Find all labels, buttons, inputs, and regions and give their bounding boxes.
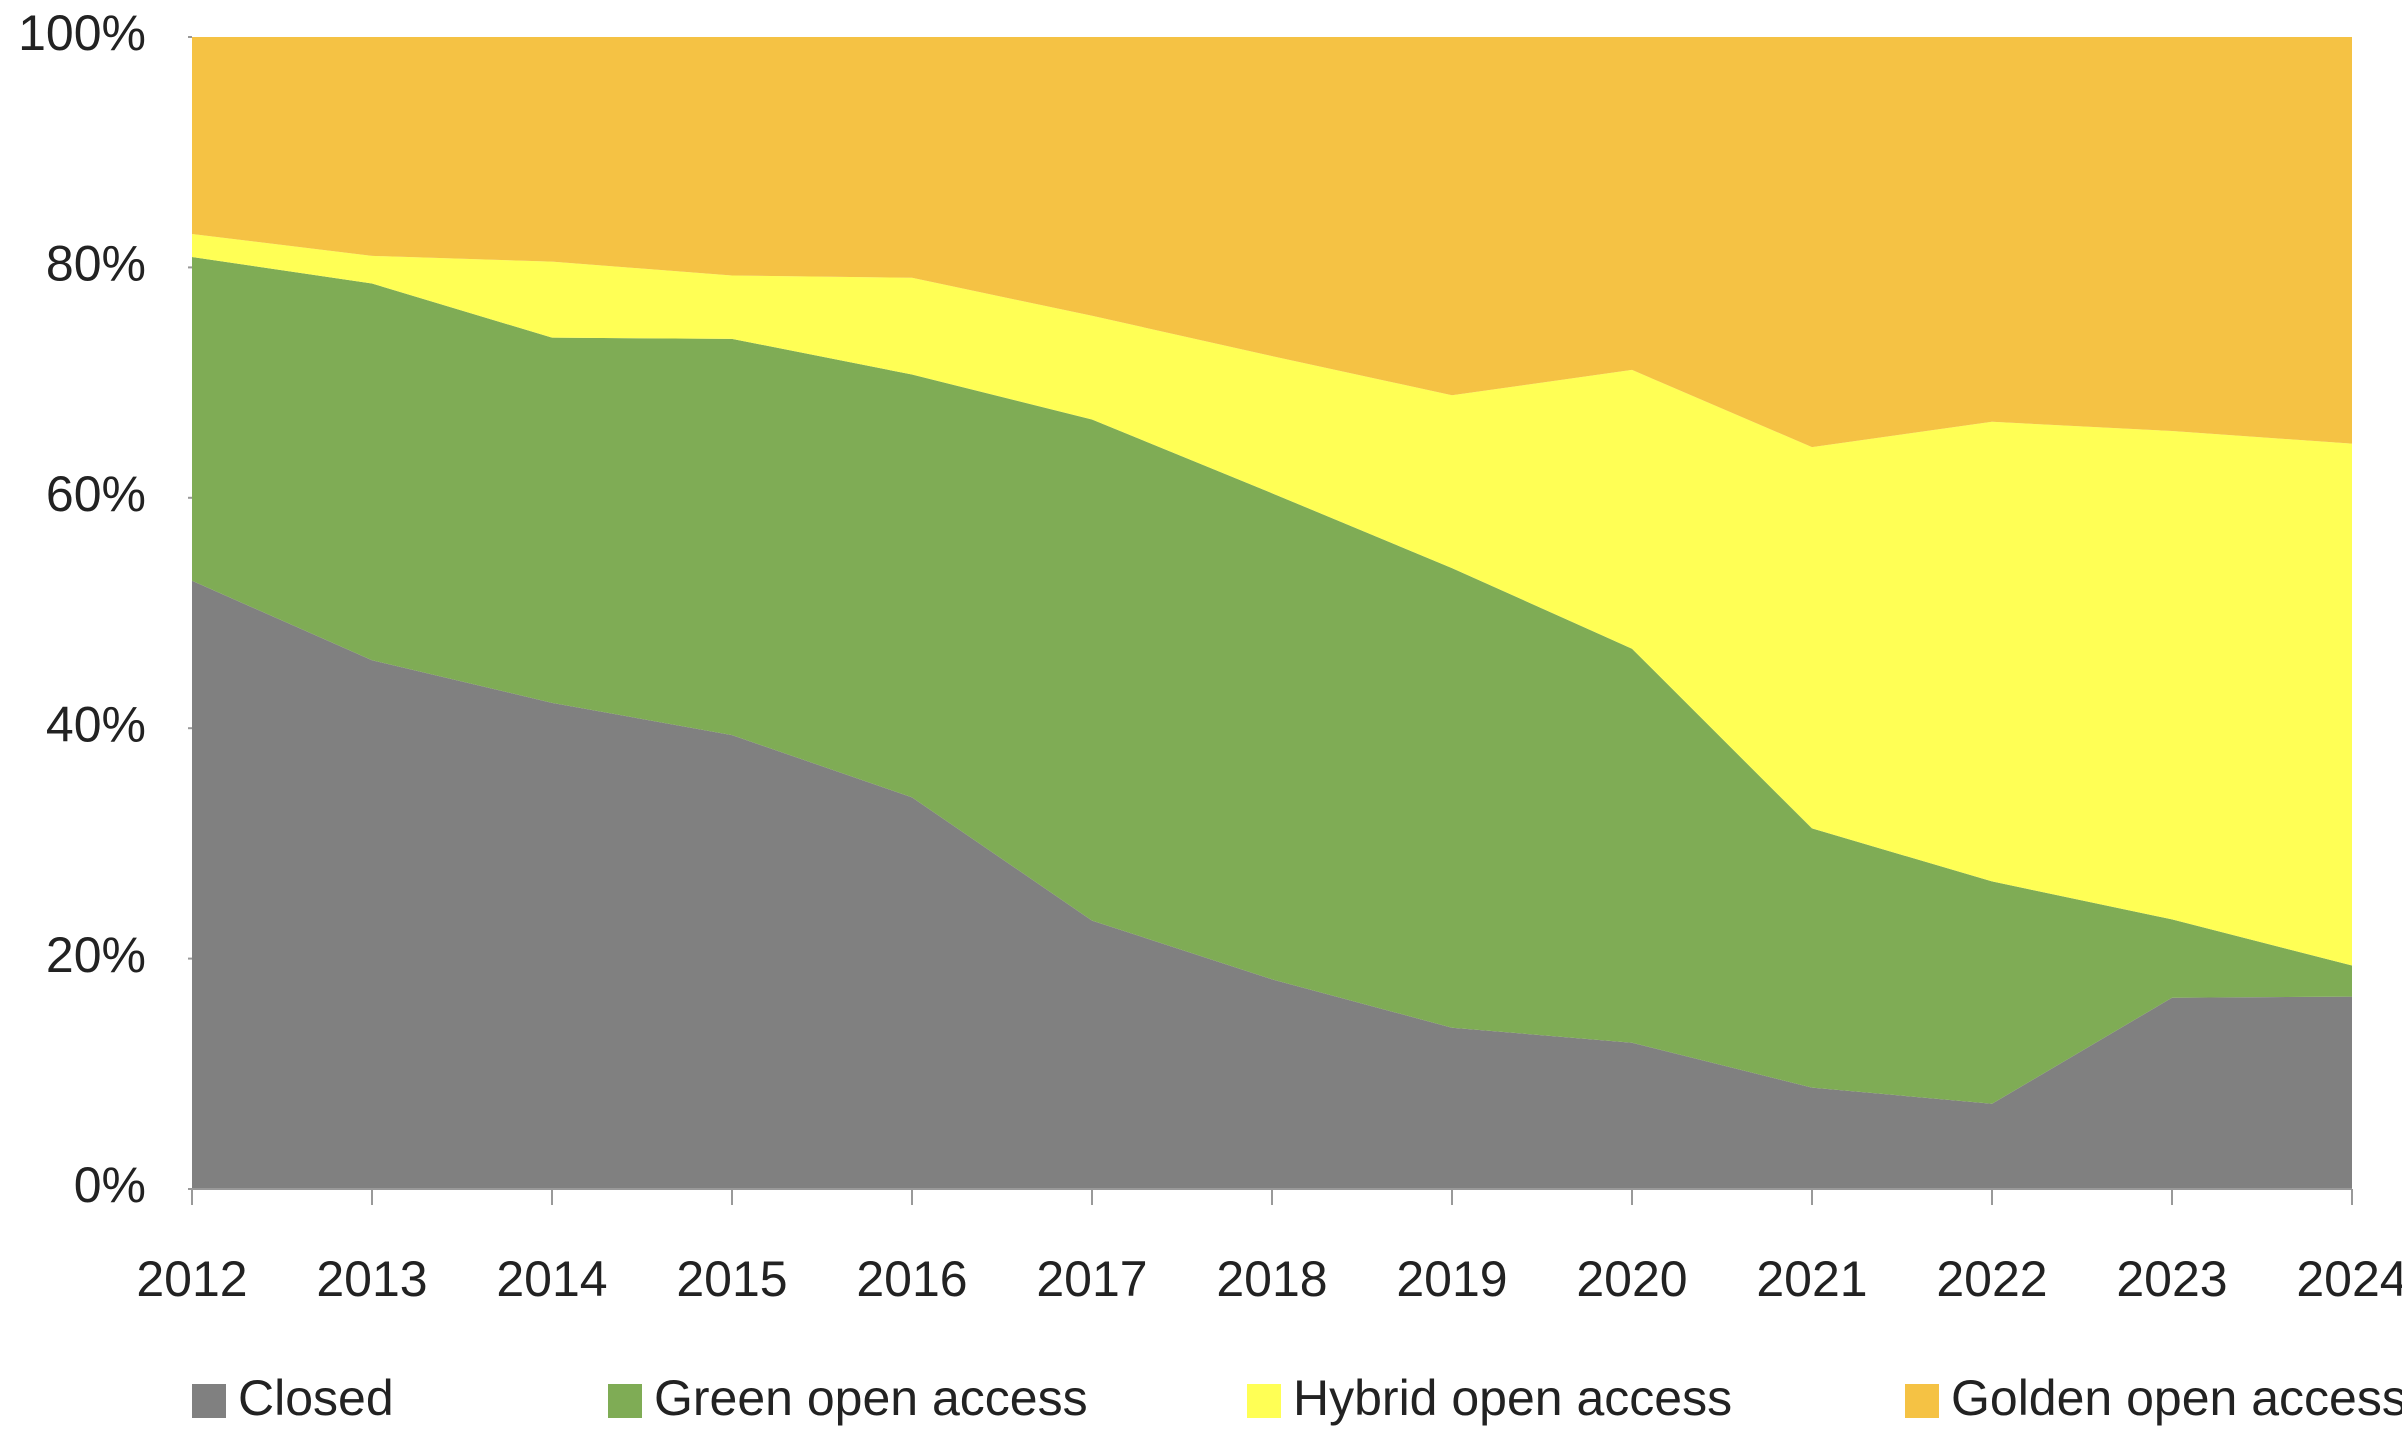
x-tick-label: 2015: [676, 1251, 787, 1307]
legend-label: Closed: [238, 1370, 394, 1426]
x-tick-label: 2017: [1036, 1251, 1147, 1307]
x-tick-label: 2016: [856, 1251, 967, 1307]
y-tick-label: 60%: [46, 466, 146, 522]
x-tick-label: 2023: [2116, 1251, 2227, 1307]
x-tick-label: 2018: [1216, 1251, 1327, 1307]
x-tick-label: 2020: [1576, 1251, 1687, 1307]
x-tick-label: 2013: [316, 1251, 427, 1307]
x-tick-label: 2024: [2296, 1251, 2402, 1307]
x-tick-label: 2021: [1756, 1251, 1867, 1307]
legend-label: Golden open access: [1951, 1370, 2402, 1426]
y-tick-label: 0%: [74, 1157, 146, 1213]
area: [192, 257, 2352, 1104]
y-tick-label: 40%: [46, 696, 146, 752]
area: [192, 580, 2352, 1189]
legend-label: Green open access: [654, 1370, 1088, 1426]
area: [192, 37, 2352, 448]
legend-label: Hybrid open access: [1293, 1370, 1732, 1426]
x-tick-label: 2022: [1936, 1251, 2047, 1307]
y-tick-label: 80%: [46, 236, 146, 292]
area: [192, 233, 2352, 966]
y-tick-label: 20%: [46, 927, 146, 983]
y-tick-label: 100%: [18, 5, 146, 61]
x-tick-label: 2012: [136, 1251, 247, 1307]
x-tick-label: 2019: [1396, 1251, 1507, 1307]
legend-swatch: [1905, 1384, 1939, 1418]
legend-swatch: [608, 1384, 642, 1418]
legend-swatch: [1247, 1384, 1281, 1418]
x-tick-label: 2014: [496, 1251, 607, 1307]
legend-swatch: [192, 1384, 226, 1418]
